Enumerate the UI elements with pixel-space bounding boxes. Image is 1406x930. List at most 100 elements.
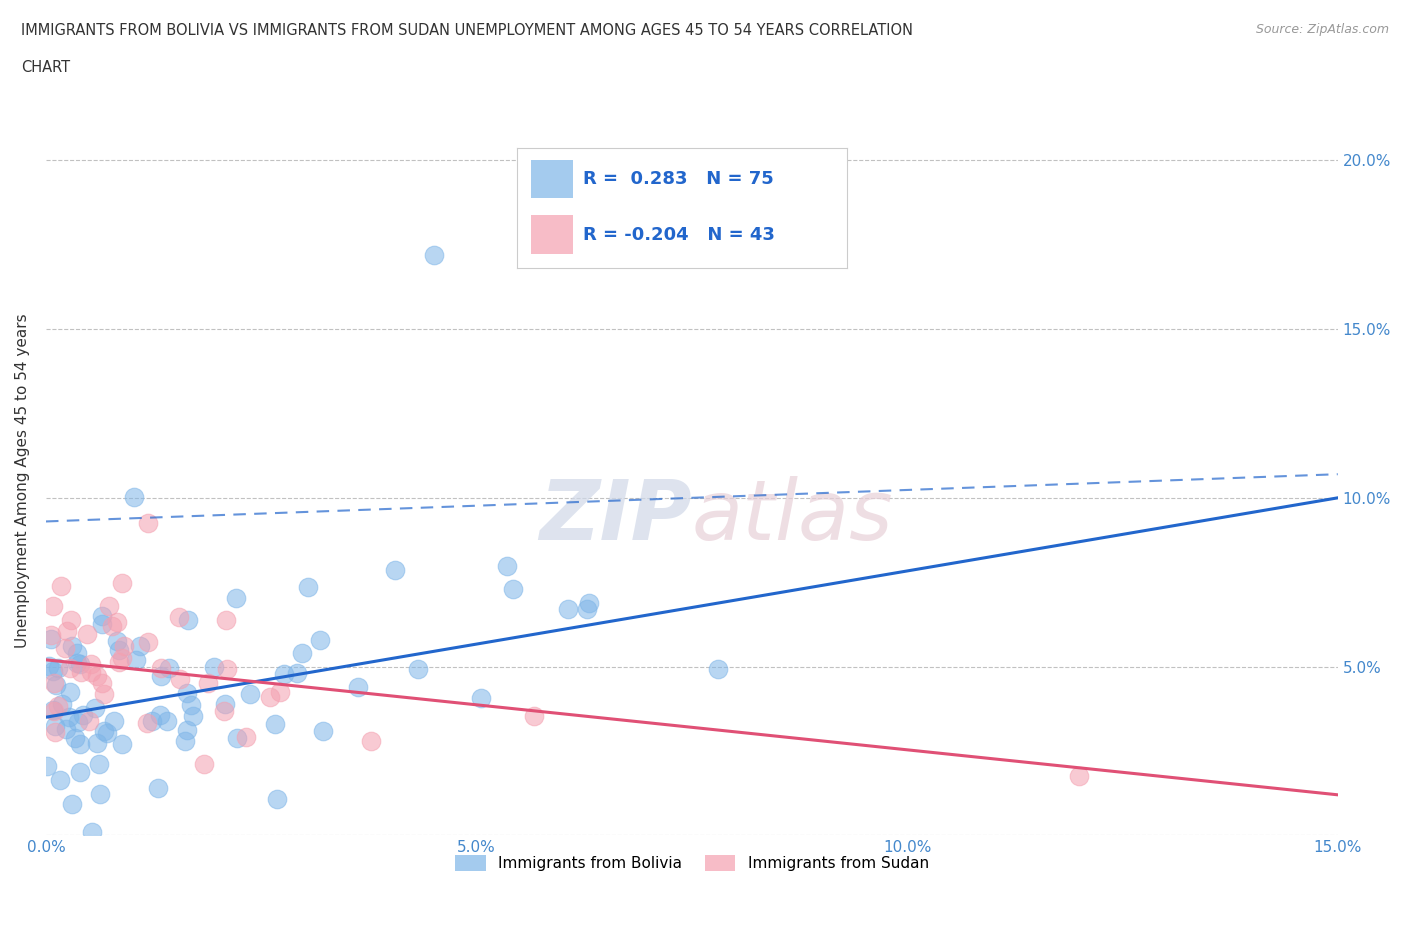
Y-axis label: Unemployment Among Ages 45 to 54 years: Unemployment Among Ages 45 to 54 years: [15, 313, 30, 648]
Immigrants from Sudan: [77, 713, 100, 728]
Immigrants from Bolivia: [146, 781, 169, 796]
Immigrants from Bolivia: [105, 634, 128, 649]
Immigrants from Bolivia: [406, 662, 429, 677]
Immigrants from Sudan: [111, 576, 134, 591]
Immigrants from Sudan: [1069, 769, 1091, 784]
Immigrants from Bolivia: [82, 825, 104, 840]
Immigrants from Bolivia: [69, 737, 91, 751]
Immigrants from Sudan: [93, 686, 115, 701]
Immigrants from Sudan: [112, 639, 135, 654]
Immigrants from Sudan: [59, 613, 82, 628]
Immigrants from Bolivia: [42, 663, 65, 678]
Immigrants from Bolivia: [496, 558, 519, 573]
Immigrants from Bolivia: [180, 698, 202, 712]
Immigrants from Bolivia: [66, 656, 89, 671]
Immigrants from Bolivia: [273, 667, 295, 682]
Immigrants from Sudan: [91, 676, 114, 691]
Immigrants from Bolivia: [308, 632, 330, 647]
Immigrants from Sudan: [56, 623, 79, 638]
Immigrants from Bolivia: [44, 719, 66, 734]
Immigrants from Sudan: [79, 664, 101, 679]
Immigrants from Sudan: [214, 613, 236, 628]
Immigrants from Bolivia: [176, 686, 198, 701]
Immigrants from Bolivia: [103, 713, 125, 728]
Immigrants from Bolivia: [35, 758, 58, 773]
Immigrants from Sudan: [86, 669, 108, 684]
Immigrants from Bolivia: [202, 659, 225, 674]
Immigrants from Bolivia: [225, 731, 247, 746]
Immigrants from Bolivia: [45, 677, 67, 692]
Immigrants from Bolivia: [578, 596, 600, 611]
Immigrants from Sudan: [269, 684, 291, 699]
Immigrants from Sudan: [193, 756, 215, 771]
Immigrants from Bolivia: [89, 787, 111, 802]
Text: IMMIGRANTS FROM BOLIVIA VS IMMIGRANTS FROM SUDAN UNEMPLOYMENT AMONG AGES 45 TO 5: IMMIGRANTS FROM BOLIVIA VS IMMIGRANTS FR…: [21, 23, 912, 38]
Immigrants from Bolivia: [42, 702, 65, 717]
Text: CHART: CHART: [21, 60, 70, 75]
Immigrants from Bolivia: [107, 643, 129, 658]
Immigrants from Sudan: [53, 641, 76, 656]
Immigrants from Sudan: [70, 665, 93, 680]
Immigrants from Bolivia: [297, 579, 319, 594]
Immigrants from Bolivia: [576, 601, 599, 616]
Immigrants from Sudan: [49, 578, 72, 593]
Immigrants from Sudan: [149, 661, 172, 676]
Immigrants from Sudan: [259, 690, 281, 705]
Immigrants from Bolivia: [150, 669, 173, 684]
Immigrants from Bolivia: [111, 737, 134, 751]
Immigrants from Bolivia: [91, 617, 114, 631]
Immigrants from Sudan: [215, 661, 238, 676]
Immigrants from Bolivia: [346, 680, 368, 695]
Immigrants from Sudan: [135, 715, 157, 730]
Immigrants from Bolivia: [93, 724, 115, 738]
Immigrants from Sudan: [136, 635, 159, 650]
Immigrants from Bolivia: [225, 591, 247, 605]
Immigrants from Sudan: [76, 627, 98, 642]
Immigrants from Bolivia: [125, 653, 148, 668]
Immigrants from Bolivia: [66, 645, 89, 660]
Immigrants from Sudan: [522, 709, 544, 724]
Immigrants from Sudan: [360, 733, 382, 748]
Immigrants from Sudan: [169, 671, 191, 686]
Immigrants from Bolivia: [266, 791, 288, 806]
Immigrants from Bolivia: [58, 710, 80, 724]
Immigrants from Bolivia: [557, 602, 579, 617]
Immigrants from Bolivia: [264, 716, 287, 731]
Immigrants from Sudan: [46, 698, 69, 713]
Immigrants from Bolivia: [129, 638, 152, 653]
Immigrants from Bolivia: [141, 713, 163, 728]
Immigrants from Sudan: [101, 618, 124, 633]
Immigrants from Sudan: [105, 615, 128, 630]
Immigrants from Bolivia: [51, 697, 73, 711]
Immigrants from Sudan: [97, 599, 120, 614]
Text: ZIP: ZIP: [540, 476, 692, 557]
Immigrants from Sudan: [212, 704, 235, 719]
Immigrants from Bolivia: [285, 666, 308, 681]
Immigrants from Sudan: [108, 655, 131, 670]
Immigrants from Bolivia: [69, 764, 91, 779]
Immigrants from Bolivia: [177, 613, 200, 628]
Immigrants from Sudan: [39, 628, 62, 643]
Immigrants from Bolivia: [46, 661, 69, 676]
Immigrants from Sudan: [136, 516, 159, 531]
Immigrants from Bolivia: [60, 797, 83, 812]
Immigrants from Sudan: [41, 598, 63, 613]
Text: atlas: atlas: [692, 476, 893, 557]
Immigrants from Bolivia: [157, 660, 180, 675]
Immigrants from Bolivia: [91, 609, 114, 624]
Immigrants from Sudan: [44, 724, 66, 739]
Immigrants from Bolivia: [707, 661, 730, 676]
Immigrants from Sudan: [197, 676, 219, 691]
Immigrants from Bolivia: [86, 736, 108, 751]
Immigrants from Bolivia: [291, 645, 314, 660]
Immigrants from Bolivia: [470, 690, 492, 705]
Immigrants from Bolivia: [84, 701, 107, 716]
Immigrants from Bolivia: [176, 723, 198, 737]
Immigrants from Bolivia: [58, 685, 80, 700]
Immigrants from Bolivia: [181, 708, 204, 723]
Immigrants from Bolivia: [384, 563, 406, 578]
Immigrants from Bolivia: [63, 731, 86, 746]
Immigrants from Bolivia: [66, 714, 89, 729]
Immigrants from Bolivia: [96, 725, 118, 740]
Immigrants from Bolivia: [122, 489, 145, 504]
